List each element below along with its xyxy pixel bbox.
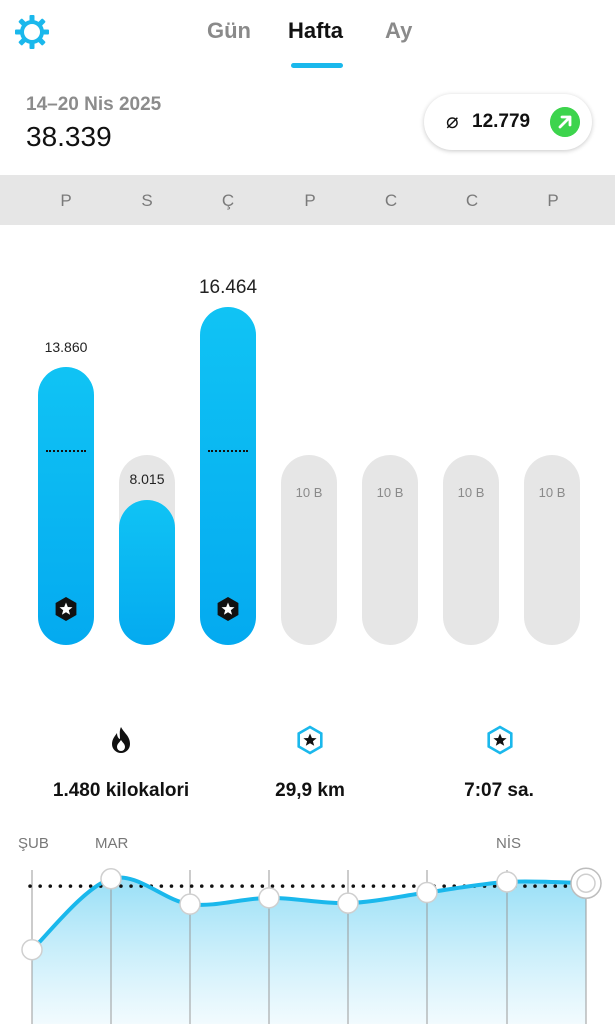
trend-point[interactable] [576,873,596,893]
total-steps: 38.339 [26,121,112,152]
tab-day[interactable]: Gün [207,18,251,43]
bar-value-label: 16.464 [198,277,258,298]
bar-track[interactable] [524,455,580,645]
trend-area [32,877,586,1024]
bar-track[interactable] [362,455,418,645]
bar-fill[interactable] [119,500,175,645]
bar-track[interactable] [281,455,337,645]
weekday-label: P [60,191,72,210]
active-tab-indicator [291,63,343,68]
trend-point[interactable] [100,868,122,890]
tab-week[interactable]: Hafta [288,18,344,43]
month-label: MAR [95,835,129,852]
weekday-label: S [141,191,153,210]
bar-value-label: 8.015 [129,471,165,487]
goal-line [208,450,248,452]
trend-point[interactable] [496,871,518,893]
tab-month[interactable]: Ay [385,18,413,43]
trend-point[interactable] [416,881,438,904]
duration-star-icon [487,725,513,755]
weekday-label: P [304,191,316,210]
bar-value-label: 13.860 [44,339,88,355]
goal-label: 10 B [538,485,566,500]
month-label: ŞUB [18,835,49,852]
calories-value: 1.480 kilokalori [52,780,190,801]
trend-point[interactable] [337,892,359,914]
date-range: 14–20 Nis 2025 [26,94,162,115]
trend-point[interactable] [258,887,280,909]
goal-star-badge-icon [55,597,77,621]
duration-value: 7:07 sa. [464,780,534,801]
goal-label: 10 B [376,485,404,500]
average-button[interactable]: ⌀ 12.779 [424,94,592,150]
average-symbol: ⌀ [446,110,459,133]
average-value: 12.779 [472,111,531,132]
distance-star-icon [297,725,323,755]
distance-value: 29,9 km [275,780,345,801]
month-label: NİS [496,835,522,852]
weekday-label: P [547,191,559,210]
step-trend-chart[interactable] [0,850,615,1024]
goal-label: 10 B [457,485,485,500]
bar-fill[interactable] [200,307,256,645]
weekday-header: P S Ç P C C P [0,175,615,225]
gear-icon[interactable] [14,14,50,50]
flame-icon [112,727,130,753]
weekday-label: C [465,191,479,210]
goal-label: 10 B [295,485,323,500]
weekday-label: C [384,191,398,210]
bar-track[interactable] [443,455,499,645]
trend-point[interactable] [179,893,201,915]
weekday-label: Ç [221,191,235,210]
arrow-up-right-icon [550,107,580,137]
trend-point[interactable] [21,938,43,961]
goal-line [46,450,86,452]
goal-star-badge-icon [217,597,239,621]
